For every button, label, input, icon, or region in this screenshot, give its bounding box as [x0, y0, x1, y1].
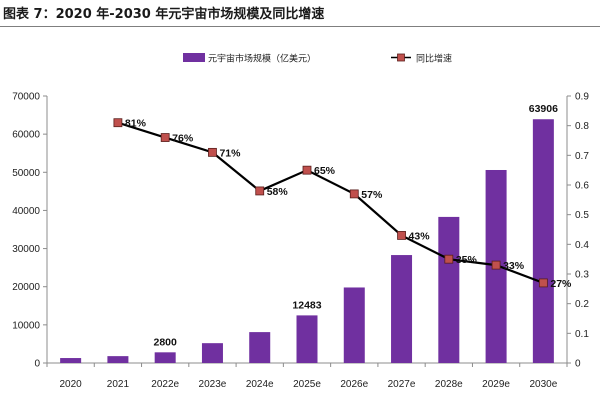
growth-marker-2026e: [349, 189, 359, 199]
x-axis-tick-label: 2020: [60, 379, 83, 390]
bar-2030e: [532, 119, 554, 363]
right-axis-tick-label: 0.2: [575, 299, 589, 310]
x-axis-tick-label: 2021: [107, 379, 130, 390]
x-axis-tick-label: 2025e: [293, 379, 321, 390]
bar-2026e: [343, 287, 365, 363]
growth-rate-label: 81%: [125, 118, 147, 130]
growth-marker-2028e: [444, 254, 454, 264]
bar-value-label: 12483: [292, 299, 321, 311]
x-axis-tick-label: 2029e: [482, 379, 510, 390]
left-axis-tick-label: 0: [34, 359, 40, 370]
x-axis-tick-label: 2027e: [388, 379, 416, 390]
x-axis-tick-label: 2022e: [151, 379, 179, 390]
left-axis-tick-label: 60000: [12, 130, 40, 141]
left-axis-tick-label: 30000: [12, 244, 40, 255]
bar-2023e: [201, 343, 223, 363]
title-divider: [0, 26, 600, 27]
growth-marker-2025e: [302, 165, 312, 175]
right-axis-tick-label: 0.7: [575, 151, 589, 162]
left-axis-tick-label: 70000: [12, 92, 40, 103]
x-axis-tick-label: 2024e: [246, 379, 274, 390]
growth-marker-2023e: [208, 147, 217, 157]
x-axis-tick-label: 2026e: [340, 379, 368, 390]
growth-rate-line: [117, 121, 544, 284]
bar-2022e: [154, 352, 176, 363]
legend-line-label: 同比增速: [416, 53, 452, 65]
legend-bar-label: 元宇宙市场规模（亿美元）: [208, 53, 316, 65]
legend-line-marker: [397, 53, 405, 62]
growth-rate-label: 65%: [314, 165, 336, 177]
growth-marker-2027e: [397, 231, 406, 240]
bars-group: [60, 119, 554, 363]
left-axis-tick-label: 50000: [12, 168, 40, 179]
left-axis-tick-label: 40000: [12, 206, 40, 217]
right-axis-tick-label: 0.3: [575, 270, 589, 281]
growth-marker-2022e: [160, 133, 170, 142]
growth-rate-label: 35%: [456, 254, 478, 266]
left-axis-tick-label: 10000: [12, 320, 40, 331]
growth-marker-2029e: [491, 260, 501, 270]
bar-value-label: 2800: [154, 336, 178, 348]
right-axis-tick-label: 0.6: [575, 181, 589, 192]
growth-rate-label: 76%: [172, 133, 194, 145]
growth-rate-label: 57%: [361, 189, 383, 201]
left-axis-tick-label: 20000: [12, 282, 40, 293]
growth-line-group: [113, 118, 548, 288]
right-axis-tick-label: 0.4: [575, 240, 589, 251]
legend-bar-swatch: [183, 53, 205, 62]
growth-rate-label: 58%: [267, 186, 289, 198]
growth-rate-label: 71%: [219, 147, 241, 159]
bar-2021: [107, 356, 129, 363]
x-axis-tick-label: 2030e: [529, 379, 557, 390]
right-axis-tick-label: 0: [575, 359, 581, 370]
x-axis-tick-label: 2023e: [199, 379, 227, 390]
right-axis-tick-label: 0.1: [575, 329, 589, 340]
growth-marker-2021: [113, 118, 123, 128]
growth-rate-label: 27%: [550, 278, 572, 290]
growth-marker-2024e: [255, 186, 265, 196]
bar-2025e: [296, 315, 318, 363]
growth-marker-2030e: [538, 278, 548, 288]
bar-2028e: [438, 216, 460, 363]
growth-rate-label: 33%: [503, 260, 525, 272]
legend-group: 元宇宙市场规模（亿美元） 同比增速: [183, 53, 452, 65]
figure-title: 图表 7：2020 年-2030 年元宇宙市场规模及同比增速: [3, 7, 325, 22]
right-axis-tick-label: 0.5: [575, 210, 589, 221]
right-axis-tick-label: 0.9: [575, 92, 589, 103]
bar-2020: [60, 358, 82, 363]
x-axis-tick-label: 2028e: [435, 379, 463, 390]
growth-rate-label: 43%: [409, 230, 431, 242]
bar-2027e: [391, 255, 413, 363]
labels-group: 2800 12483 63906 81% 76% 71% 58% 65% 57% 43% 35% 33…: [125, 103, 572, 348]
right-axis-tick-label: 0.8: [575, 121, 589, 132]
bar-2024e: [249, 332, 271, 363]
bar-value-label: 63906: [529, 103, 558, 115]
